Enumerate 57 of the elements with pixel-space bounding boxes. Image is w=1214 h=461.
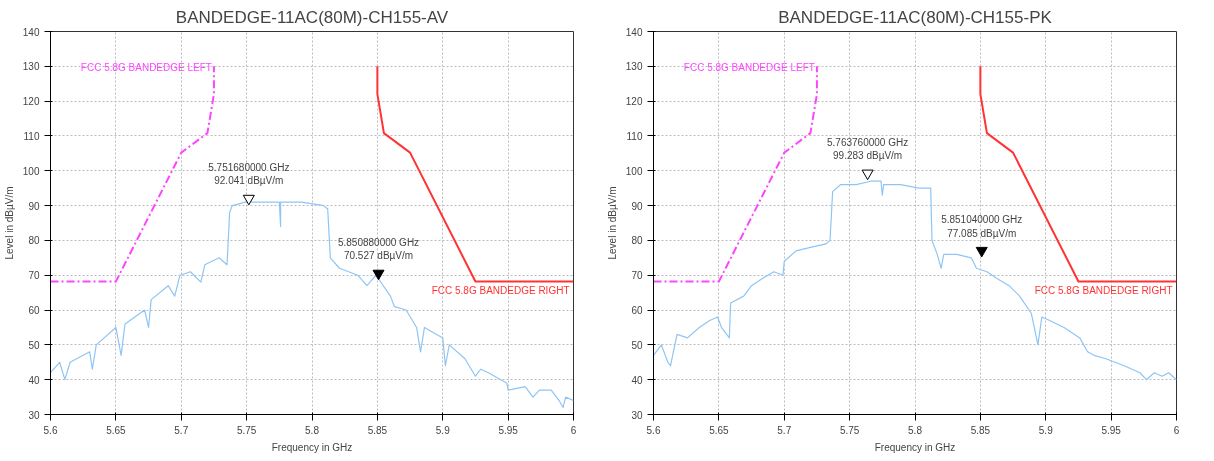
series-label: FCC 5.8G BANDEDGE LEFT <box>683 61 815 73</box>
chart-title: BANDEDGE-11AC(80M)-CH155-AV <box>175 7 449 27</box>
y-tick-label: 90 <box>28 200 40 212</box>
chart-title: BANDEDGE-11AC(80M)-CH155-PK <box>778 7 1053 27</box>
annotation: 5.850880000 GHz 70.527 dBµV/m <box>337 237 420 262</box>
y-tick-label: 110 <box>23 130 40 142</box>
y-tick-label: 40 <box>631 374 643 386</box>
y-tick-label: 70 <box>28 270 40 282</box>
series-label: FCC 5.8G BANDEDGE RIGHT <box>1034 285 1173 297</box>
y-tick-label: 140 <box>22 26 40 38</box>
line-series <box>653 65 818 283</box>
y-tick-label: 70 <box>631 270 643 282</box>
x-tick-label: 6 <box>1173 424 1180 436</box>
y-tick-label: 80 <box>631 235 643 247</box>
y-tick-label: 100 <box>22 165 40 177</box>
annotation: 5.763760000 GHz 99.283 dBµV/m <box>827 137 909 162</box>
y-tick-label: 130 <box>22 61 40 73</box>
y-axis-title: Level in dBµV/m <box>3 186 15 260</box>
x-tick-label: 5.7 <box>777 424 792 436</box>
x-tick-label: 5.8 <box>305 424 320 436</box>
y-tick-label: 60 <box>631 305 643 317</box>
y-tick-label: 50 <box>28 339 40 351</box>
y-tick-label: 130 <box>625 61 643 73</box>
x-tick-label: 5.75 <box>839 424 860 436</box>
x-tick-label: 5.7 <box>174 424 189 436</box>
y-tick-label: 140 <box>625 26 643 38</box>
x-tick-label: 6 <box>570 424 577 436</box>
x-axis-title: Frequency in GHz <box>874 441 956 453</box>
x-tick-label: 5.65 <box>709 424 730 436</box>
y-tick-label: 120 <box>625 96 643 108</box>
y-tick-label: 40 <box>28 374 40 386</box>
y-tick-label: 30 <box>28 409 40 421</box>
x-tick-label: 5.95 <box>498 424 519 436</box>
x-tick-label: 5.85 <box>970 424 991 436</box>
x-tick-label: 5.9 <box>435 424 451 436</box>
series-label: FCC 5.8G BANDEDGE LEFT <box>80 61 212 73</box>
y-tick-label: 120 <box>22 96 40 108</box>
x-axis-title: Frequency in GHz <box>271 441 353 453</box>
annotation: 5.851040000 GHz 77.085 dBµV/m <box>941 214 1023 239</box>
x-tick-label: 5.6 <box>646 424 661 436</box>
x-tick-label: 5.65 <box>106 424 127 436</box>
y-axis-title: Level in dBµV/m <box>606 186 618 260</box>
x-tick-label: 5.95 <box>1101 424 1122 436</box>
y-tick-label: 30 <box>631 409 643 421</box>
annotation: 5.751680000 GHz 92.041 dBµV/m <box>208 162 290 187</box>
x-tick-label: 5.6 <box>43 424 58 436</box>
x-tick-label: 5.9 <box>1038 424 1054 436</box>
y-tick-label: 110 <box>626 130 643 142</box>
y-tick-label: 80 <box>28 235 40 247</box>
x-tick-label: 5.8 <box>908 424 923 436</box>
series-label: FCC 5.8G BANDEDGE RIGHT <box>431 285 570 297</box>
y-tick-label: 90 <box>631 200 643 212</box>
y-tick-label: 60 <box>28 305 40 317</box>
y-tick-label: 50 <box>631 339 643 351</box>
x-tick-label: 5.75 <box>236 424 257 436</box>
x-tick-label: 5.85 <box>367 424 388 436</box>
y-tick-label: 100 <box>625 165 643 177</box>
